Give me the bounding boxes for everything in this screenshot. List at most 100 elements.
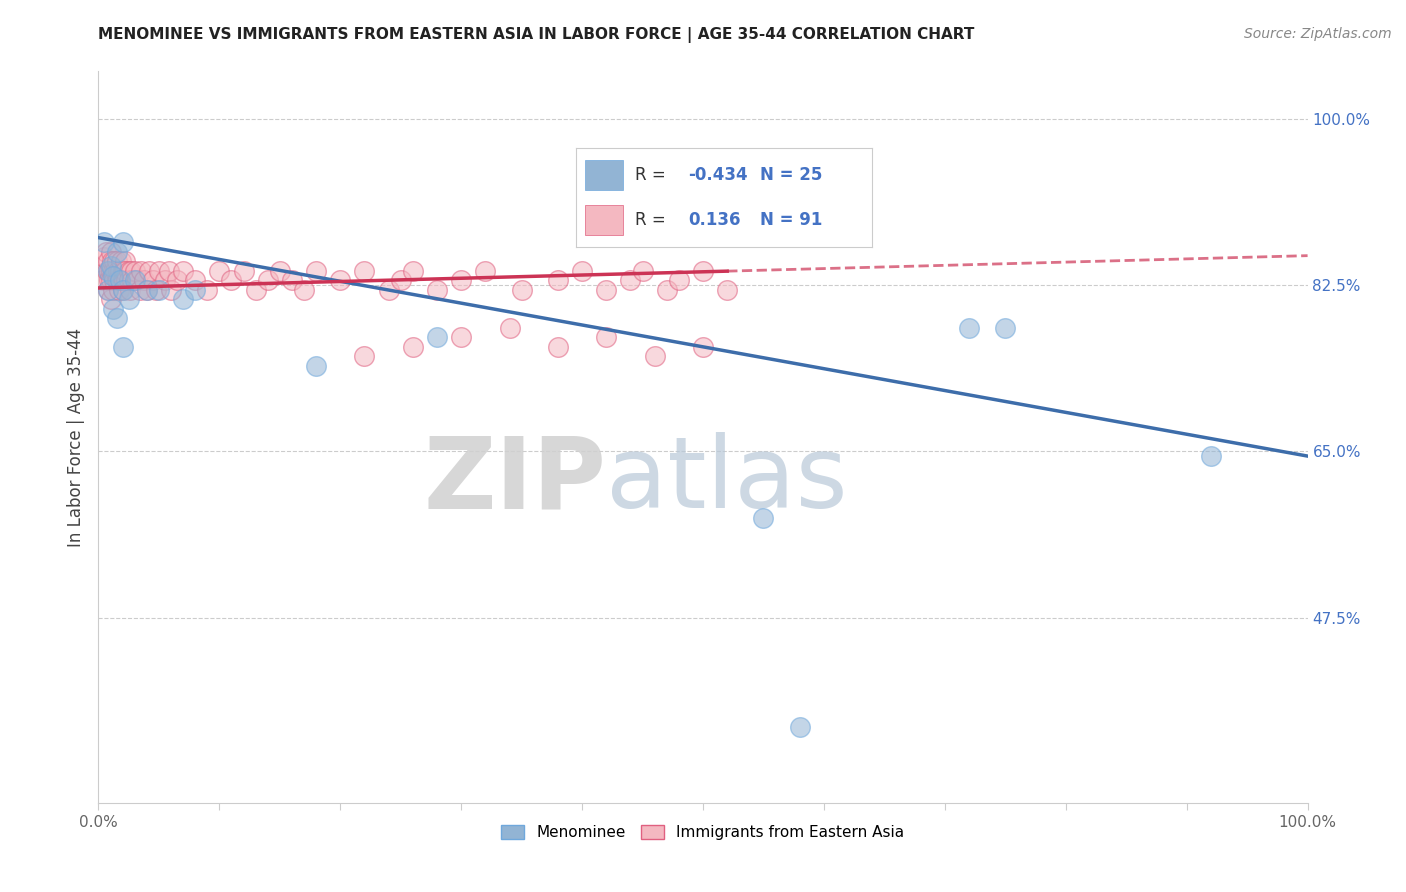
Point <box>389 273 412 287</box>
Point <box>111 283 134 297</box>
Point <box>474 264 496 278</box>
Point <box>245 283 267 297</box>
Point <box>111 273 134 287</box>
Point <box>668 273 690 287</box>
Point <box>166 273 188 287</box>
Point <box>195 283 218 297</box>
Point <box>100 259 122 273</box>
Point <box>108 264 131 278</box>
Point <box>105 311 128 326</box>
Point <box>105 244 128 259</box>
Point <box>172 293 194 307</box>
Point <box>153 273 176 287</box>
Point <box>98 264 121 278</box>
Point <box>114 264 136 278</box>
Point <box>107 264 129 278</box>
Point <box>118 273 141 287</box>
Point <box>98 273 121 287</box>
Point <box>595 283 617 297</box>
Point <box>148 264 170 278</box>
Point <box>377 283 399 297</box>
Point <box>595 330 617 344</box>
Point <box>118 293 141 307</box>
Point <box>94 244 117 259</box>
Point <box>111 283 134 297</box>
Point <box>100 244 122 259</box>
Point <box>135 283 157 297</box>
Text: MENOMINEE VS IMMIGRANTS FROM EASTERN ASIA IN LABOR FORCE | AGE 35-44 CORRELATION: MENOMINEE VS IMMIGRANTS FROM EASTERN ASI… <box>98 27 974 43</box>
Point <box>619 273 641 287</box>
Point <box>127 273 149 287</box>
Point <box>97 264 120 278</box>
Point <box>353 349 375 363</box>
Legend: Menominee, Immigrants from Eastern Asia: Menominee, Immigrants from Eastern Asia <box>495 819 911 847</box>
Point <box>101 268 124 283</box>
Point <box>752 511 775 525</box>
Point <box>111 235 134 250</box>
Point <box>510 283 533 297</box>
Point <box>107 273 129 287</box>
Point <box>692 340 714 354</box>
Point <box>655 283 678 297</box>
Point <box>994 321 1017 335</box>
Point <box>105 273 128 287</box>
Point <box>91 273 114 287</box>
Point <box>305 264 328 278</box>
Point <box>101 301 124 316</box>
Point <box>115 273 138 287</box>
Point <box>97 283 120 297</box>
Point <box>148 283 170 297</box>
Point <box>104 264 127 278</box>
Point <box>269 264 291 278</box>
Point <box>402 264 425 278</box>
Point <box>101 283 124 297</box>
Point <box>128 283 150 297</box>
Point <box>208 264 231 278</box>
Point <box>112 264 135 278</box>
Point <box>957 321 980 335</box>
Point <box>221 273 243 287</box>
Text: Source: ZipAtlas.com: Source: ZipAtlas.com <box>1244 27 1392 41</box>
Point <box>108 283 131 297</box>
Point <box>103 273 125 287</box>
Point <box>124 264 146 278</box>
Point <box>232 264 254 278</box>
Point <box>789 720 811 734</box>
Point <box>292 283 315 297</box>
Point <box>1199 449 1222 463</box>
Point <box>112 273 135 287</box>
Text: atlas: atlas <box>606 433 848 530</box>
Point <box>547 273 569 287</box>
Point <box>97 283 120 297</box>
Point <box>138 264 160 278</box>
Point <box>160 283 183 297</box>
Point <box>100 264 122 278</box>
Point <box>111 264 134 278</box>
Point <box>118 283 141 297</box>
Point <box>571 264 593 278</box>
Point <box>96 264 118 278</box>
Point <box>111 340 134 354</box>
Point <box>145 283 167 297</box>
Point <box>110 254 132 268</box>
Point <box>105 254 128 268</box>
Y-axis label: In Labor Force | Age 35-44: In Labor Force | Age 35-44 <box>66 327 84 547</box>
Point <box>118 264 141 278</box>
Point <box>256 273 278 287</box>
Point <box>129 264 152 278</box>
Point <box>184 273 207 287</box>
Point <box>644 349 666 363</box>
Point <box>329 273 352 287</box>
Point <box>692 264 714 278</box>
Point <box>184 283 207 297</box>
Point <box>114 254 136 268</box>
Point <box>402 340 425 354</box>
Point <box>450 273 472 287</box>
Point <box>97 254 120 268</box>
Point <box>631 264 654 278</box>
Point <box>134 273 156 287</box>
Point <box>121 273 143 287</box>
Point <box>353 264 375 278</box>
Point <box>100 293 122 307</box>
Point <box>93 235 115 250</box>
